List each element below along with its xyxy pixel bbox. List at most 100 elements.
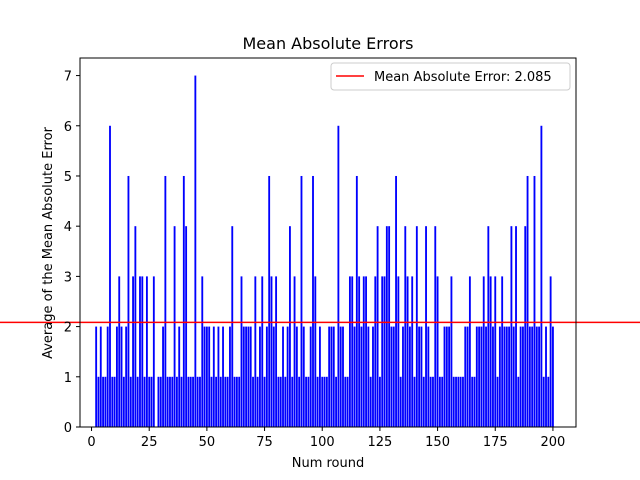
bar xyxy=(335,376,337,427)
bar xyxy=(526,175,529,427)
bar xyxy=(125,326,128,427)
bar xyxy=(180,376,183,427)
bar xyxy=(189,376,192,427)
bar xyxy=(115,326,118,427)
bar xyxy=(113,376,116,427)
bar xyxy=(515,226,517,427)
bar xyxy=(478,326,481,427)
bar xyxy=(519,326,522,427)
bar xyxy=(464,326,467,427)
bar xyxy=(528,326,531,427)
bar xyxy=(314,276,317,427)
bar xyxy=(122,376,125,427)
bar xyxy=(265,326,268,427)
bar xyxy=(374,276,377,427)
bar xyxy=(496,376,499,427)
y-tick-label: 4 xyxy=(64,220,72,235)
bar xyxy=(395,175,397,427)
bar xyxy=(487,226,490,427)
bar xyxy=(242,326,245,427)
bar xyxy=(109,125,111,427)
y-tick-label: 5 xyxy=(64,170,72,185)
x-tick-label: 75 xyxy=(256,435,273,450)
bar xyxy=(485,326,487,427)
bar xyxy=(498,326,501,427)
bar xyxy=(226,376,229,427)
bar xyxy=(445,326,448,427)
bar xyxy=(249,326,252,427)
x-tick-label: 0 xyxy=(87,435,95,450)
bar xyxy=(448,326,451,427)
bar xyxy=(298,376,301,427)
x-tick-label: 125 xyxy=(367,435,392,450)
bar xyxy=(385,226,388,427)
bar xyxy=(196,376,199,427)
bar xyxy=(425,226,427,427)
bar xyxy=(212,326,215,427)
bar xyxy=(547,376,550,427)
bar xyxy=(259,326,261,427)
bar xyxy=(342,326,344,427)
bar xyxy=(150,376,153,427)
bar xyxy=(199,376,201,427)
bar xyxy=(510,226,513,427)
bar xyxy=(533,175,536,427)
bar xyxy=(247,326,250,427)
bar xyxy=(390,326,393,427)
x-axis-label: Num round xyxy=(292,456,365,471)
bar xyxy=(323,376,326,427)
bar xyxy=(362,276,365,427)
bar xyxy=(217,326,220,427)
bar xyxy=(99,326,102,427)
x-tick-label: 150 xyxy=(425,435,450,450)
bar xyxy=(332,326,335,427)
bar xyxy=(305,376,308,427)
bar xyxy=(307,376,310,427)
bar xyxy=(408,326,411,427)
bar xyxy=(268,175,271,427)
bar xyxy=(312,175,314,427)
bar xyxy=(503,326,506,427)
x-axis-ticks: 0 25 50 75 100 125 150 175 200 xyxy=(87,427,565,450)
bar xyxy=(413,376,416,427)
bar xyxy=(279,376,282,427)
bar xyxy=(427,326,430,427)
bar xyxy=(462,376,464,427)
bar xyxy=(277,376,280,427)
bar xyxy=(289,226,291,427)
bar xyxy=(309,326,312,427)
y-tick-label: 0 xyxy=(64,421,72,436)
bar xyxy=(517,376,520,427)
bar xyxy=(531,326,534,427)
bar xyxy=(522,326,524,427)
bar xyxy=(457,376,460,427)
bar xyxy=(383,276,386,427)
bar xyxy=(399,376,402,427)
bar xyxy=(104,376,107,427)
bar xyxy=(369,376,372,427)
bar xyxy=(415,226,418,427)
bar xyxy=(208,326,211,427)
bar xyxy=(141,276,144,427)
bar xyxy=(192,376,194,427)
bar xyxy=(328,326,331,427)
bar xyxy=(434,226,437,427)
y-tick-label: 7 xyxy=(64,70,72,85)
bar xyxy=(422,376,425,427)
bar xyxy=(319,326,321,427)
bar xyxy=(372,326,374,427)
bar xyxy=(325,376,328,427)
bar xyxy=(263,376,266,427)
bar xyxy=(302,326,305,427)
bar xyxy=(452,376,455,427)
bar xyxy=(480,326,483,427)
y-axis-ticks: 0 1 2 3 4 5 6 7 xyxy=(64,70,80,436)
bar xyxy=(159,376,162,427)
bar xyxy=(136,376,139,427)
bar xyxy=(224,376,227,427)
bar xyxy=(505,326,508,427)
bar xyxy=(355,175,358,427)
bar xyxy=(501,276,504,427)
bar xyxy=(489,276,492,427)
bar xyxy=(346,376,349,427)
